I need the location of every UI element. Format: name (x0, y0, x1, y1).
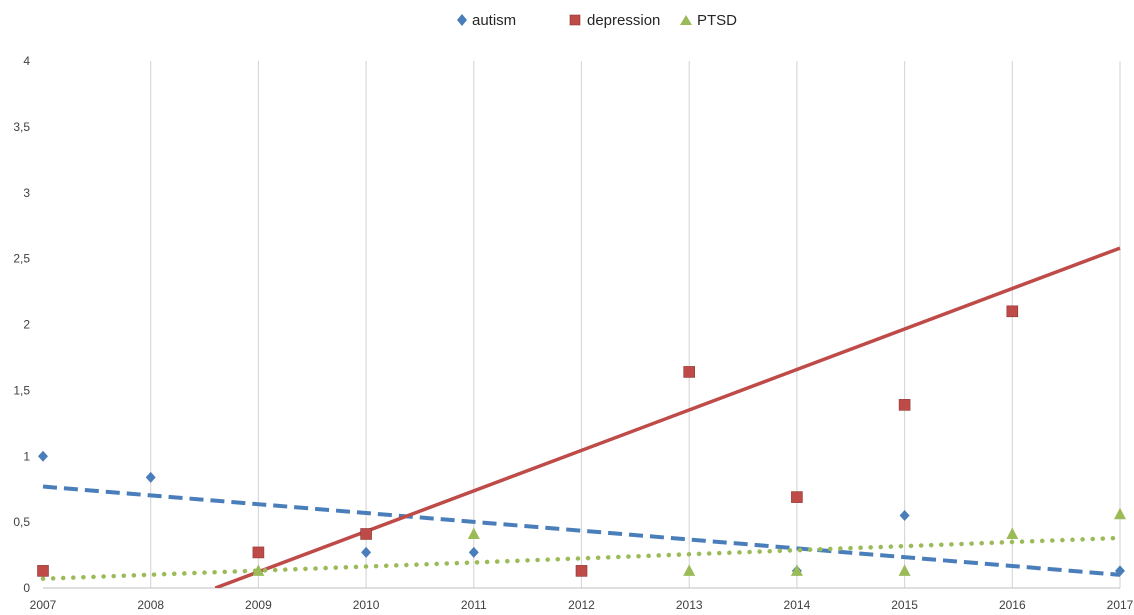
legend-autism-marker (457, 14, 467, 26)
legend-ptsd-marker (680, 15, 692, 25)
point-depression-2014 (791, 491, 803, 503)
x-tick-label: 2013 (676, 598, 703, 612)
legend: autism depression PTSD (457, 12, 737, 29)
point-depression-2013 (683, 366, 696, 378)
y-tick-label: 3 (23, 186, 30, 200)
point-ptsd-2014 (790, 564, 803, 576)
point-ptsd-2017 (1114, 507, 1126, 520)
point-depression-2010 (360, 528, 372, 540)
legend-autism-label: autism (472, 12, 516, 29)
y-tick-label: 2,5 (13, 252, 30, 266)
point-autism-2008 (145, 471, 156, 483)
legend-ptsd-label: PTSD (697, 12, 737, 29)
trendline-ptsd (40, 535, 1123, 582)
x-tick-label: 2010 (353, 598, 380, 612)
x-tick-label: 2016 (999, 598, 1026, 612)
x-axis: 2007 2008 2009 2010 2011 2012 2013 2014 2015 2016… (30, 587, 1134, 612)
point-ptsd-2013 (683, 564, 696, 576)
point-ptsd-2009 (252, 564, 265, 576)
point-autism-2007 (38, 450, 48, 462)
point-depression-2007 (37, 565, 49, 577)
trendline-depression (214, 246, 1121, 588)
point-autism-2015 (899, 510, 910, 522)
y-tick-label: 2 (23, 318, 30, 332)
x-tick-label: 2012 (568, 598, 595, 612)
point-depression-2009 (252, 546, 265, 559)
y-tick-label: 1 (23, 449, 30, 463)
x-tick-label: 2015 (891, 598, 918, 612)
gridlines (150, 61, 1121, 588)
point-depression-2016 (1006, 305, 1019, 318)
legend-depression-label: depression (587, 12, 660, 29)
legend-depression-marker (569, 14, 581, 26)
y-tick-label: 3,5 (13, 120, 30, 134)
point-ptsd-2016 (1006, 527, 1019, 539)
y-tick-label: 0,5 (13, 515, 30, 529)
point-depression-2012 (575, 565, 588, 577)
y-tick-label: 0 (23, 581, 30, 595)
x-tick-label: 2011 (461, 598, 487, 612)
x-tick-label: 2009 (245, 598, 272, 612)
point-autism-2010 (361, 546, 372, 558)
point-autism-2011 (468, 546, 479, 558)
point-autism-2017 (1115, 565, 1125, 577)
point-ptsd-2015 (898, 564, 911, 576)
y-axis: 0 0,5 1 1,5 2 2,5 3 3,5 4 (13, 54, 30, 595)
y-tick-label: 1,5 (13, 383, 30, 397)
y-tick-label: 4 (23, 54, 30, 68)
data-points (37, 305, 1126, 577)
point-depression-2015 (898, 399, 911, 411)
x-tick-label: 2017 (1107, 598, 1134, 612)
point-ptsd-2011 (467, 527, 480, 539)
x-tick-label: 2007 (30, 598, 57, 612)
x-tick-label: 2014 (784, 598, 811, 612)
trendline-autism (42, 484, 1121, 577)
x-tick-label: 2008 (137, 598, 164, 612)
